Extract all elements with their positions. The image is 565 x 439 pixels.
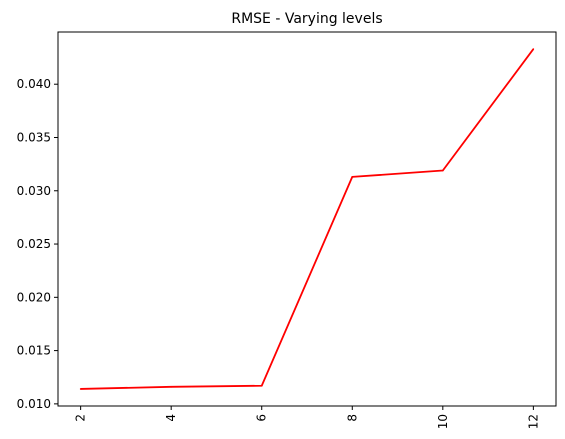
chart-title: RMSE - Varying levels	[231, 11, 382, 27]
x-tick-label: 2	[74, 414, 88, 422]
x-tick-label: 4	[164, 414, 178, 422]
data-point	[260, 384, 263, 387]
x-tick-label: 10	[436, 414, 450, 429]
series-line	[80, 48, 535, 390]
x-tick-label: 12	[526, 414, 540, 429]
x-tick-label: 8	[345, 414, 359, 422]
data-point	[170, 386, 172, 388]
y-tick-label: 0.025	[17, 237, 51, 251]
plot-area-frame	[57, 31, 557, 407]
x-tick-label: 6	[255, 414, 269, 422]
y-tick-label: 0.035	[17, 130, 51, 144]
y-axis: 0.010 0.015 0.020 0.025 0.030 0.035 0.040	[17, 77, 58, 411]
y-tick-label: 0.040	[17, 77, 51, 91]
y-tick-label: 0.010	[17, 397, 51, 411]
data-point	[351, 176, 354, 178]
y-tick-label: 0.030	[17, 184, 51, 198]
data-point	[442, 169, 444, 172]
x-axis: 2 4 6 8 10 12	[74, 406, 540, 429]
series-layer	[79, 48, 535, 390]
data-point	[532, 48, 535, 50]
data-point	[79, 388, 82, 390]
y-tick-label: 0.020	[17, 290, 51, 304]
y-tick-label: 0.015	[17, 344, 51, 358]
